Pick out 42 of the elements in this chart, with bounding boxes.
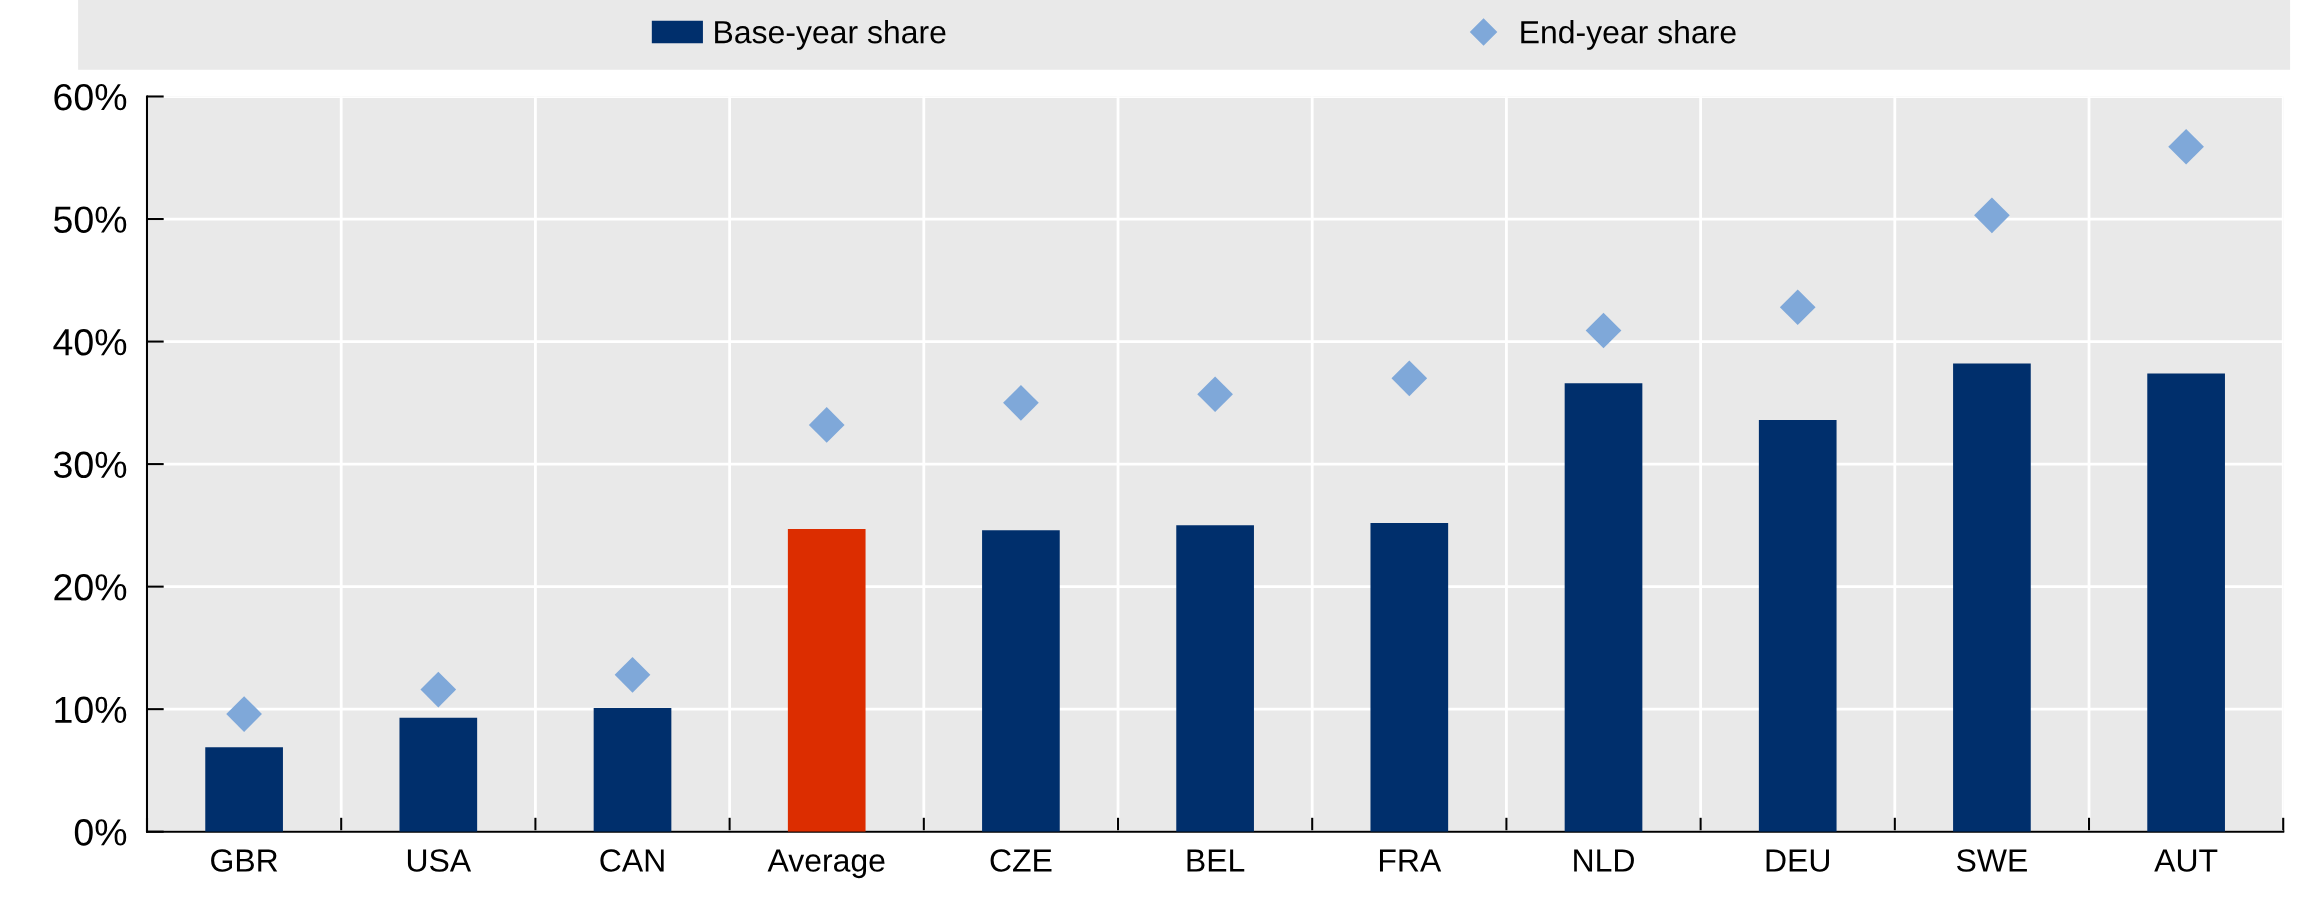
bar: [1370, 522, 1449, 832]
x-tick-label: CAN: [600, 849, 664, 872]
y-tick-label: 30%: [53, 451, 127, 479]
point: [1197, 376, 1233, 413]
point: [420, 671, 457, 708]
point: [1391, 360, 1428, 397]
x-tick-label: BEL: [1187, 849, 1245, 872]
y-tick-label: 50%: [54, 206, 127, 233]
point: [1585, 312, 1622, 349]
point: [2168, 128, 2204, 165]
x-tick-label: NLD: [1574, 849, 1634, 872]
bar: [593, 707, 672, 832]
bar: [787, 529, 866, 832]
x-tick-label: FRA: [1379, 849, 1442, 872]
bar: [205, 747, 283, 832]
y-tick-label: 40%: [53, 328, 127, 356]
point: [1974, 197, 2010, 234]
x-tick-label: USA: [407, 849, 472, 872]
legend-label: Base-year share: [715, 20, 946, 50]
x-tick-label: GBR: [211, 849, 278, 872]
y-tick-label: 60%: [54, 83, 127, 111]
bar: [982, 530, 1060, 832]
x-tick-label: Average: [767, 849, 885, 879]
legend-label: End-year share: [1521, 20, 1736, 50]
point: [1003, 384, 1039, 421]
y-tick-label: 10%: [55, 696, 127, 724]
point: [808, 407, 845, 443]
bar: [1564, 383, 1643, 832]
bar: [1953, 363, 2031, 832]
x-tick-label: CZE: [990, 849, 1052, 872]
point: [226, 696, 262, 732]
point: [1779, 289, 1816, 326]
point: [614, 657, 651, 693]
x-tick-label: AUT: [2154, 849, 2218, 872]
y-tick-label: 0%: [74, 819, 127, 846]
x-tick-label: DEU: [1766, 849, 1829, 872]
bar: [1758, 419, 1837, 832]
x-tick-label: SWE: [1956, 849, 2027, 872]
bar: [399, 717, 478, 832]
bar: [2147, 373, 2225, 832]
y-tick-label: 20%: [54, 574, 127, 601]
bar: [1176, 525, 1254, 832]
